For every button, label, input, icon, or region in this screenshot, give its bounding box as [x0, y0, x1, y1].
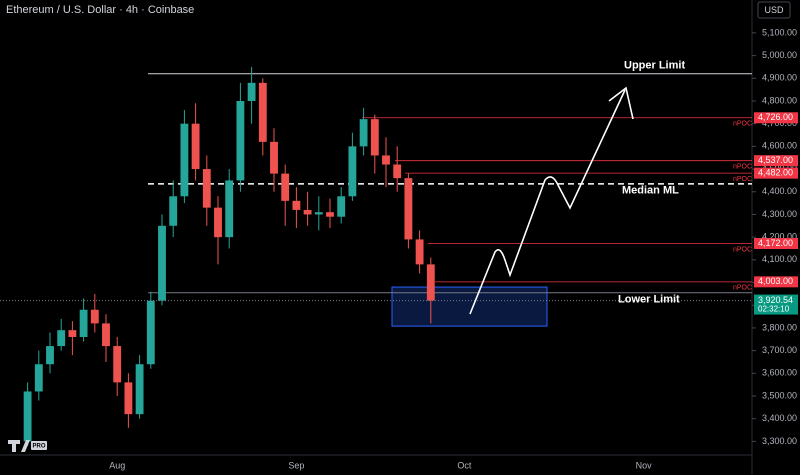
candle-body [202, 169, 211, 208]
candle-body [426, 264, 435, 301]
candle-body [247, 82, 256, 101]
candle-body [102, 323, 110, 347]
candle-body [359, 119, 368, 147]
y-tick-label: 4,200.00 [762, 232, 797, 242]
x-tick-label: Oct [457, 460, 472, 470]
level-label: nPOC [733, 246, 752, 253]
currency-box[interactable] [757, 1, 791, 19]
candle-body [270, 141, 278, 174]
level-price-box [754, 112, 798, 124]
guide-label: Lower Limit [618, 294, 680, 306]
x-tick-label: Sep [288, 460, 304, 470]
candle-body [113, 346, 122, 383]
x-tick-label: Nov [636, 460, 653, 470]
y-tick-label: 4,400.00 [762, 186, 797, 196]
level-price: 4,726.00 [758, 112, 793, 122]
candle-body [68, 330, 77, 337]
candle-body [303, 209, 312, 215]
level-label: nPOC [733, 285, 752, 292]
candle-body [79, 309, 88, 337]
candle-body [180, 123, 189, 197]
countdown: 02:32:10 [758, 305, 790, 314]
candle-body [348, 146, 357, 197]
candle-body [326, 212, 334, 217]
y-tick-label: 3,600.00 [762, 368, 797, 378]
y-tick-label: 3,400.00 [762, 413, 797, 423]
candle-body [169, 196, 178, 226]
y-tick-label: 4,600.00 [762, 141, 797, 151]
level-label: nPOC [733, 121, 752, 128]
candle-body [236, 100, 245, 181]
tv-logo: PRO [8, 440, 47, 452]
candle-body [404, 178, 413, 240]
chart-title: Ethereum / U.S. Dollar · 4h · Coinbase [6, 4, 194, 16]
candle-body [146, 300, 155, 365]
level-price-box [754, 276, 798, 288]
candle-body [23, 391, 32, 442]
guide-label: Median ML [622, 185, 679, 197]
candle-body [382, 155, 390, 165]
candle-body [46, 346, 54, 365]
y-tick-label: 3,300.00 [762, 436, 797, 446]
level-label: nPOC [733, 176, 752, 183]
candle-body [415, 239, 424, 265]
y-tick-label: 4,900.00 [762, 73, 797, 83]
level-price-box [754, 237, 798, 249]
candle-body [90, 309, 99, 324]
x-tick-label: Aug [109, 460, 125, 470]
level-label: nPOC [733, 164, 752, 171]
candle-body [34, 364, 43, 392]
candle-body [337, 196, 346, 217]
y-tick-label: 4,100.00 [762, 254, 797, 264]
level-price: 4,482.00 [758, 168, 793, 178]
candle-body [214, 207, 222, 238]
candle-body [258, 82, 267, 142]
candle-body [158, 225, 166, 301]
y-tick-label: 5,000.00 [762, 50, 797, 60]
y-tick-label: 3,500.00 [762, 390, 797, 400]
currency[interactable]: USD [764, 5, 784, 15]
last-price-box [754, 294, 798, 315]
y-tick-label: 5,100.00 [762, 27, 797, 37]
y-tick-label: 3,800.00 [762, 322, 797, 332]
level-price: 4,537.00 [758, 155, 793, 165]
candle-body [314, 212, 323, 215]
candle-body [135, 364, 144, 415]
last-price: 3,920.54 [758, 295, 793, 305]
candle-body [370, 119, 379, 156]
y-tick-label: 3,700.00 [762, 345, 797, 355]
guide-label: Upper Limit [624, 60, 685, 72]
candle-body [393, 164, 402, 179]
zone-box [391, 286, 548, 327]
logo-badge [31, 441, 47, 450]
level-price: 4,003.00 [758, 276, 793, 286]
y-tick-label: 4,300.00 [762, 209, 797, 219]
projection-arrow [469, 89, 626, 315]
level-price-box [754, 167, 798, 179]
candle-body [57, 330, 66, 347]
candle-body [191, 123, 200, 170]
candle-body [292, 200, 301, 210]
logo-mark [8, 440, 30, 452]
y-tick-label: 4,800.00 [762, 95, 797, 105]
level-price: 4,172.00 [758, 238, 793, 248]
candle-body [281, 173, 290, 201]
candle-body [225, 180, 234, 238]
candle-body [124, 382, 133, 415]
arrow-head [608, 86, 634, 120]
logo-text: PRO [32, 444, 45, 450]
level-price-box [754, 155, 798, 167]
